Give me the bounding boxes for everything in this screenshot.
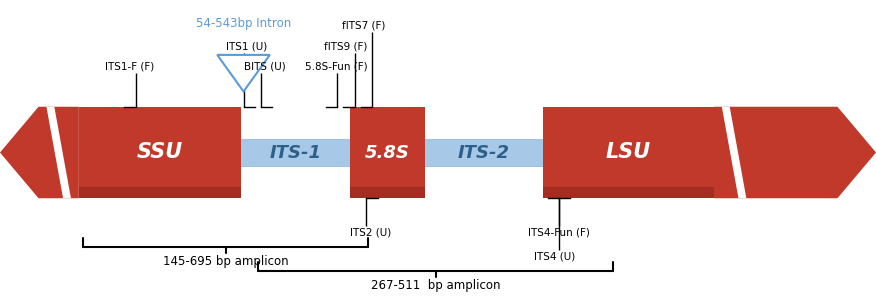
Text: 54-543bp Intron: 54-543bp Intron xyxy=(196,17,291,30)
Bar xyxy=(79,107,241,198)
Polygon shape xyxy=(217,55,270,92)
Bar xyxy=(543,107,714,198)
Bar xyxy=(79,187,241,198)
Text: fITS7 (F): fITS7 (F) xyxy=(342,20,385,31)
Bar xyxy=(543,187,714,198)
Text: LSU: LSU xyxy=(606,142,651,163)
Polygon shape xyxy=(46,107,71,198)
Text: ITS-1: ITS-1 xyxy=(270,143,321,162)
Text: ITS1 (U): ITS1 (U) xyxy=(226,42,267,52)
Text: 5.8S: 5.8S xyxy=(365,143,410,162)
Text: 5.8S-Fun (F): 5.8S-Fun (F) xyxy=(305,62,367,72)
Text: 267-511  bp amplicon: 267-511 bp amplicon xyxy=(371,279,500,292)
Polygon shape xyxy=(0,107,79,198)
Bar xyxy=(350,187,425,198)
Text: BITS (U): BITS (U) xyxy=(244,62,286,72)
Bar xyxy=(350,107,425,198)
Text: ITS2 (U): ITS2 (U) xyxy=(350,227,392,237)
Text: 145-695 bp amplicon: 145-695 bp amplicon xyxy=(163,255,288,268)
Text: ITS1-F (F): ITS1-F (F) xyxy=(105,62,154,72)
Text: ITS-2: ITS-2 xyxy=(458,143,510,162)
Polygon shape xyxy=(714,107,876,198)
Text: ITS4 (U): ITS4 (U) xyxy=(534,252,576,262)
Text: fITS9 (F): fITS9 (F) xyxy=(324,42,368,52)
Text: SSU: SSU xyxy=(137,142,183,163)
Bar xyxy=(79,139,714,166)
Text: ITS4-Fun (F): ITS4-Fun (F) xyxy=(528,227,590,237)
Polygon shape xyxy=(722,107,746,198)
